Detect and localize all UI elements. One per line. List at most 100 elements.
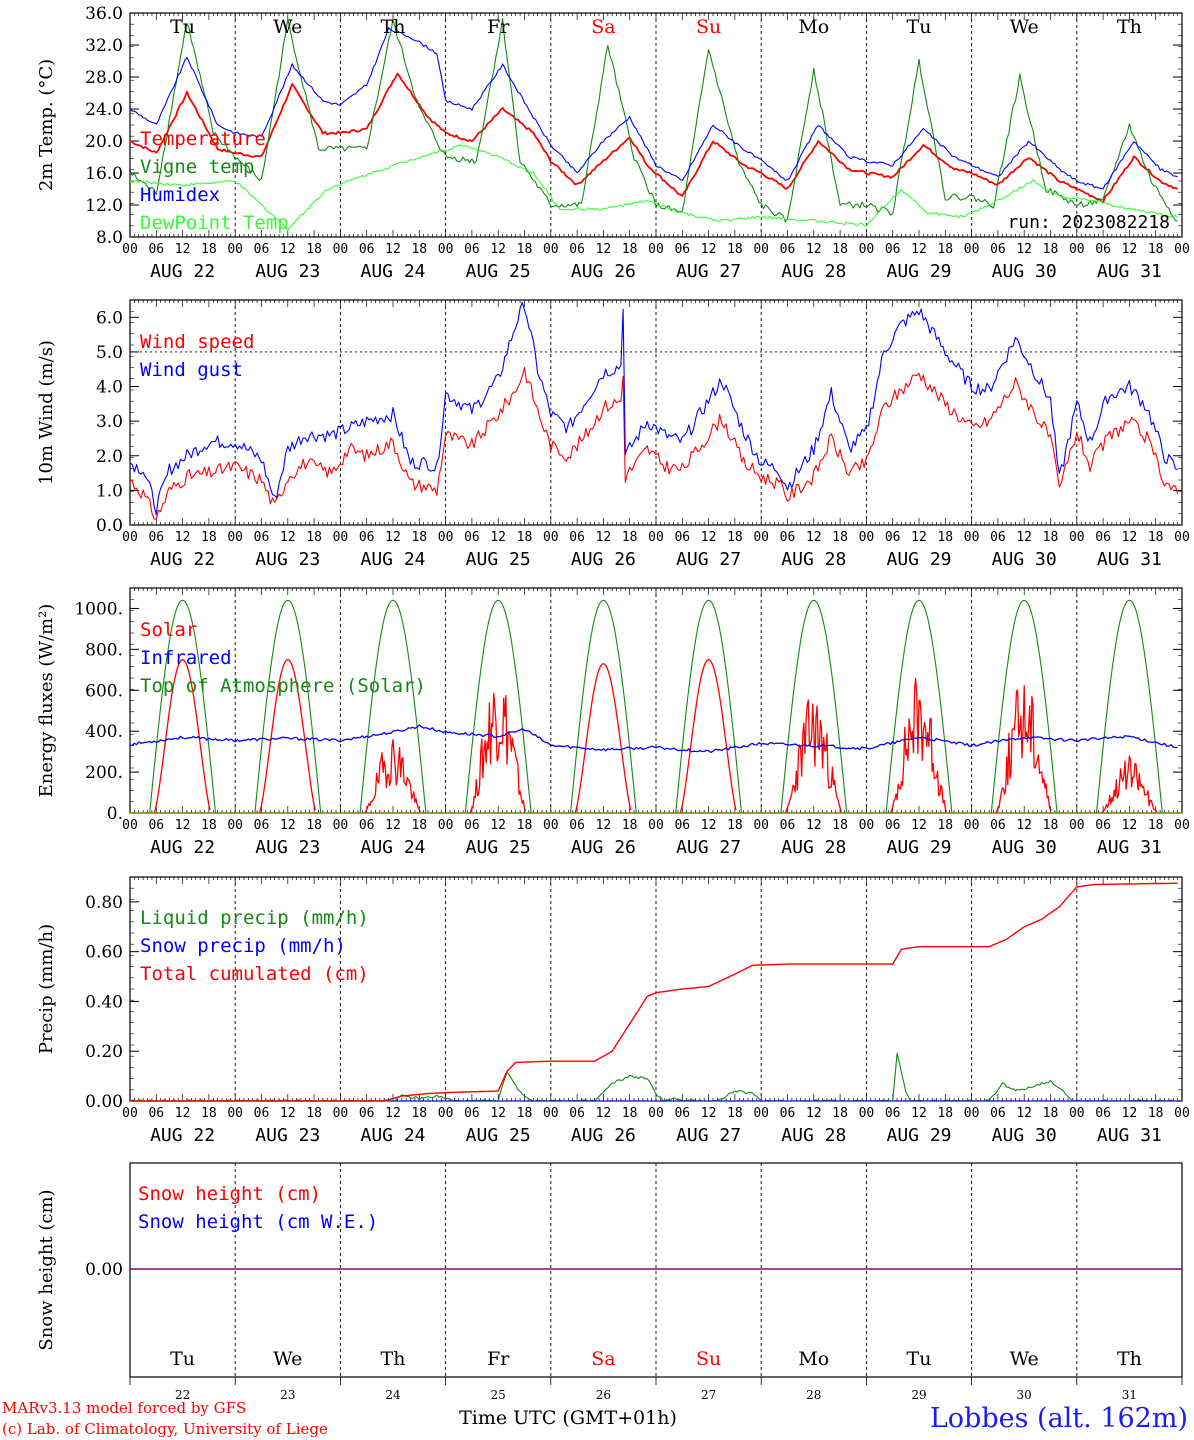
- hour-tick-label: 06: [990, 530, 1006, 545]
- hour-tick-label: 06: [885, 818, 901, 833]
- hour-tick-label: 18: [306, 530, 322, 545]
- hour-tick-label: 18: [622, 242, 638, 257]
- hour-tick-label: 12: [806, 818, 822, 833]
- hour-tick-label: 18: [832, 242, 848, 257]
- date-label: AUG 24: [360, 837, 425, 858]
- hour-tick-label: 06: [569, 818, 585, 833]
- hour-tick-label: 00: [122, 242, 138, 257]
- date-label: AUG 30: [992, 261, 1057, 282]
- hour-tick-label: 12: [806, 530, 822, 545]
- date-label: AUG 28: [781, 261, 846, 282]
- run-label: run: 2023082218: [1007, 212, 1170, 233]
- hour-tick-label: 00: [753, 1106, 769, 1121]
- hour-tick-label: 18: [201, 530, 217, 545]
- date-label: AUG 27: [676, 1125, 741, 1146]
- hour-tick-label: 18: [727, 818, 743, 833]
- hour-tick-label: 18: [517, 242, 533, 257]
- hour-tick-label: 06: [1095, 242, 1111, 257]
- series-infrared: [129, 724, 1178, 754]
- weekday-label: We: [273, 1348, 302, 1370]
- legend-item: Wind gust: [140, 359, 243, 381]
- hour-tick-label: 06: [1095, 530, 1111, 545]
- hour-tick-label: 12: [596, 818, 612, 833]
- hour-tick-label: 12: [1016, 530, 1032, 545]
- hour-tick-label: 12: [490, 242, 506, 257]
- hour-tick-label: 18: [1043, 818, 1059, 833]
- legend-item: Humidex: [140, 184, 220, 206]
- hour-tick-label: 12: [1122, 242, 1138, 257]
- series-solar-day-2: [258, 658, 316, 814]
- day-number-label: 30: [1017, 1388, 1032, 1402]
- weekday-label: Tu: [907, 16, 932, 38]
- day-number-label: 31: [1122, 1388, 1137, 1402]
- weekday-label: Mo: [798, 1348, 829, 1370]
- hour-tick-label: 06: [780, 1106, 796, 1121]
- hour-tick-label: 18: [411, 818, 427, 833]
- hour-tick-label: 00: [648, 818, 664, 833]
- series-toa-solar-day-10: [1095, 599, 1163, 814]
- hour-tick-label: 12: [701, 1106, 717, 1121]
- hour-tick-label: 18: [1148, 242, 1164, 257]
- hour-tick-label: 18: [727, 242, 743, 257]
- hour-tick-label: 18: [306, 242, 322, 257]
- series-liquid-precip-mm-h-: [129, 1052, 1178, 1102]
- series-solar-day-8: [889, 677, 948, 814]
- hour-tick-label: 06: [254, 530, 270, 545]
- y-axis-label-3: Energy fluxes (W/m²): [36, 604, 57, 798]
- y-tick-label: 24.0: [85, 100, 123, 120]
- hour-tick-label: 18: [201, 818, 217, 833]
- legend-item: Snow precip (mm/h): [140, 935, 346, 957]
- date-label: AUG 28: [781, 1125, 846, 1146]
- day-number-label: 27: [701, 1388, 716, 1402]
- day-number-label: 25: [491, 1388, 506, 1402]
- date-label: AUG 29: [886, 261, 951, 282]
- date-label: AUG 27: [676, 549, 741, 570]
- hour-tick-label: 12: [701, 242, 717, 257]
- day-number-label: 26: [596, 1388, 611, 1402]
- hour-tick-label: 12: [175, 530, 191, 545]
- y-tick-label: 1000.: [74, 599, 123, 619]
- hour-tick-label: 00: [964, 818, 980, 833]
- date-label: AUG 22: [150, 261, 215, 282]
- hour-tick-label: 12: [385, 818, 401, 833]
- hour-tick-label: 00: [753, 818, 769, 833]
- hour-tick-label: 12: [1122, 530, 1138, 545]
- hour-tick-label: 00: [333, 242, 349, 257]
- y-tick-label: 28.0: [85, 68, 123, 88]
- series-toa-solar-day-3: [359, 599, 427, 814]
- hour-tick-label: 12: [280, 530, 296, 545]
- series-wind-speed: [129, 367, 1179, 520]
- hour-tick-label: 18: [937, 242, 953, 257]
- series-solar-day-3: [364, 739, 421, 814]
- hour-tick-label: 18: [832, 1106, 848, 1121]
- hour-tick-label: 12: [806, 1106, 822, 1121]
- hour-tick-label: 00: [753, 242, 769, 257]
- series-humidex: [129, 27, 1178, 190]
- weekday-label: Th: [1117, 16, 1142, 38]
- date-label: AUG 31: [1097, 837, 1162, 858]
- hour-tick-label: 18: [201, 1106, 217, 1121]
- series-total-cumulated-cm-: [130, 882, 1178, 1102]
- legend-item: DewPoint Temp: [140, 212, 289, 234]
- hour-tick-label: 06: [148, 1106, 164, 1121]
- hour-tick-label: 06: [359, 818, 375, 833]
- hour-tick-label: 06: [464, 1106, 480, 1121]
- hour-tick-label: 06: [674, 242, 690, 257]
- series-temperature: [129, 72, 1179, 204]
- day-number-label: 23: [280, 1388, 295, 1402]
- panel-frame-2: [129, 299, 1183, 526]
- weekday-label: Th: [381, 1348, 406, 1370]
- series-wind-gust: [129, 301, 1178, 516]
- hour-tick-label: 18: [517, 530, 533, 545]
- legend-item: Snow height (cm W.E.): [138, 1211, 378, 1233]
- hour-tick-label: 00: [333, 1106, 349, 1121]
- hour-tick-label: 12: [385, 242, 401, 257]
- y-axis-label-5: Snow height (cm): [36, 1189, 57, 1350]
- date-label: AUG 26: [571, 837, 636, 858]
- hour-tick-label: 18: [1148, 530, 1164, 545]
- weekday-label: We: [1010, 1348, 1039, 1370]
- y-tick-label: 0.00: [85, 1260, 123, 1280]
- hour-tick-label: 18: [937, 530, 953, 545]
- date-label: AUG 24: [360, 549, 425, 570]
- hour-tick-label: 06: [885, 1106, 901, 1121]
